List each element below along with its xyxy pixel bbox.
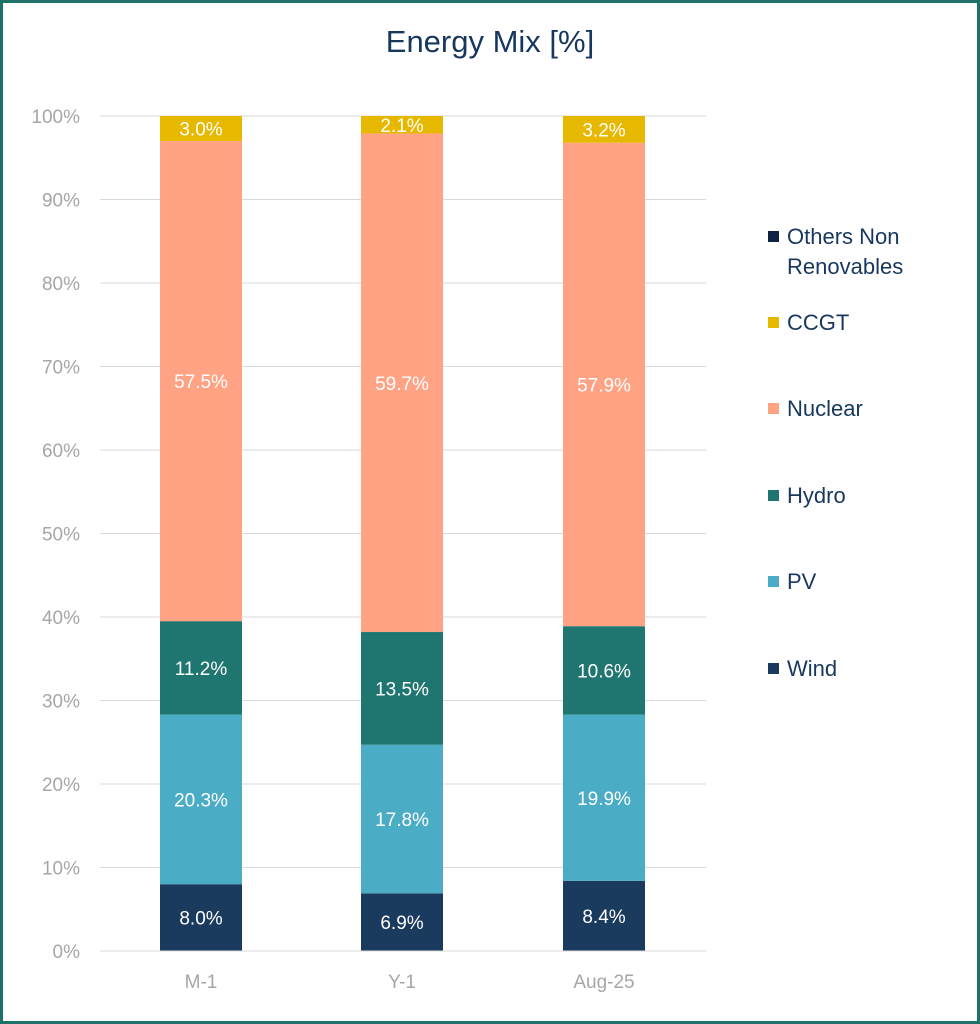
x-tick-label: Aug-25 bbox=[573, 972, 634, 993]
data-label: 57.9% bbox=[577, 375, 631, 396]
y-tick-label: 90% bbox=[42, 191, 80, 212]
y-tick-label: 40% bbox=[42, 608, 80, 629]
data-label: 19.9% bbox=[577, 789, 631, 810]
data-label: 6.9% bbox=[380, 913, 423, 934]
bar-segment bbox=[563, 116, 645, 143]
bar-segment bbox=[361, 116, 443, 134]
x-tick-label: M-1 bbox=[185, 972, 218, 993]
legend-item-others: Others Non Renovables bbox=[768, 222, 927, 282]
bar-segment bbox=[160, 116, 242, 142]
legend-swatch-others bbox=[768, 231, 779, 242]
legend-label-ccgt: CCGT bbox=[787, 310, 850, 335]
bar-segment bbox=[160, 884, 242, 951]
data-label: 8.0% bbox=[179, 909, 222, 930]
legend-swatch-nuclear bbox=[768, 403, 779, 414]
bar-segment bbox=[160, 621, 242, 715]
y-tick-label: 0% bbox=[53, 942, 81, 963]
y-tick-label: 60% bbox=[42, 441, 80, 462]
legend-swatch-ccgt bbox=[768, 317, 779, 328]
legend-item-ccgt: CCGT bbox=[768, 308, 927, 338]
data-label: 0.0% bbox=[380, 97, 423, 118]
legend-item-nuclear: Nuclear bbox=[768, 394, 927, 424]
y-tick-label: 100% bbox=[31, 107, 80, 128]
legend-swatch-pv bbox=[768, 576, 779, 587]
legend-label-hydro: Hydro bbox=[787, 483, 846, 508]
data-label: 0.0% bbox=[179, 97, 222, 118]
legend-label-others: Others Non Renovables bbox=[787, 224, 904, 279]
bar-segment bbox=[361, 744, 443, 894]
y-tick-label: 80% bbox=[42, 274, 80, 295]
bar-segment bbox=[160, 714, 242, 885]
data-label: 20.3% bbox=[174, 790, 228, 811]
data-label: 8.4% bbox=[582, 907, 625, 928]
legend-swatch-wind bbox=[768, 663, 779, 674]
legend-label-pv: PV bbox=[787, 569, 817, 594]
bar-segment bbox=[361, 893, 443, 951]
data-label: 2.1% bbox=[380, 116, 423, 137]
bar-segment bbox=[563, 626, 645, 715]
legend-label-wind: Wind bbox=[787, 656, 838, 681]
bar-segment bbox=[361, 133, 443, 633]
legend-item-hydro: Hydro bbox=[768, 481, 927, 511]
data-label: 0.0% bbox=[582, 97, 625, 118]
y-tick-label: 50% bbox=[42, 525, 80, 546]
data-label: 57.5% bbox=[174, 372, 228, 393]
chart-title: Energy Mix [%] bbox=[385, 24, 595, 59]
data-label: 13.5% bbox=[375, 679, 429, 700]
bar-segment bbox=[361, 632, 443, 745]
y-tick-label: 30% bbox=[42, 692, 80, 713]
y-tick-label: 20% bbox=[42, 775, 80, 796]
data-label: 3.2% bbox=[582, 120, 625, 141]
bar-segment bbox=[160, 141, 242, 622]
data-label: 11.2% bbox=[175, 659, 228, 680]
data-label: 59.7% bbox=[375, 374, 429, 395]
legend-item-pv: PV bbox=[768, 567, 927, 597]
legend-swatch-hydro bbox=[768, 490, 779, 501]
legend-label-nuclear: Nuclear bbox=[787, 396, 863, 421]
y-tick-label: 10% bbox=[42, 859, 80, 880]
bar-segment bbox=[563, 142, 645, 627]
bar-segment bbox=[563, 714, 645, 881]
x-tick-label: Y-1 bbox=[388, 972, 416, 993]
y-tick-label: 70% bbox=[42, 358, 80, 379]
data-label: 10.6% bbox=[577, 661, 631, 682]
bar-segment bbox=[563, 880, 645, 951]
data-label: 17.8% bbox=[375, 810, 429, 831]
legend-item-wind: Wind bbox=[768, 654, 927, 684]
data-label: 3.0% bbox=[179, 120, 222, 141]
